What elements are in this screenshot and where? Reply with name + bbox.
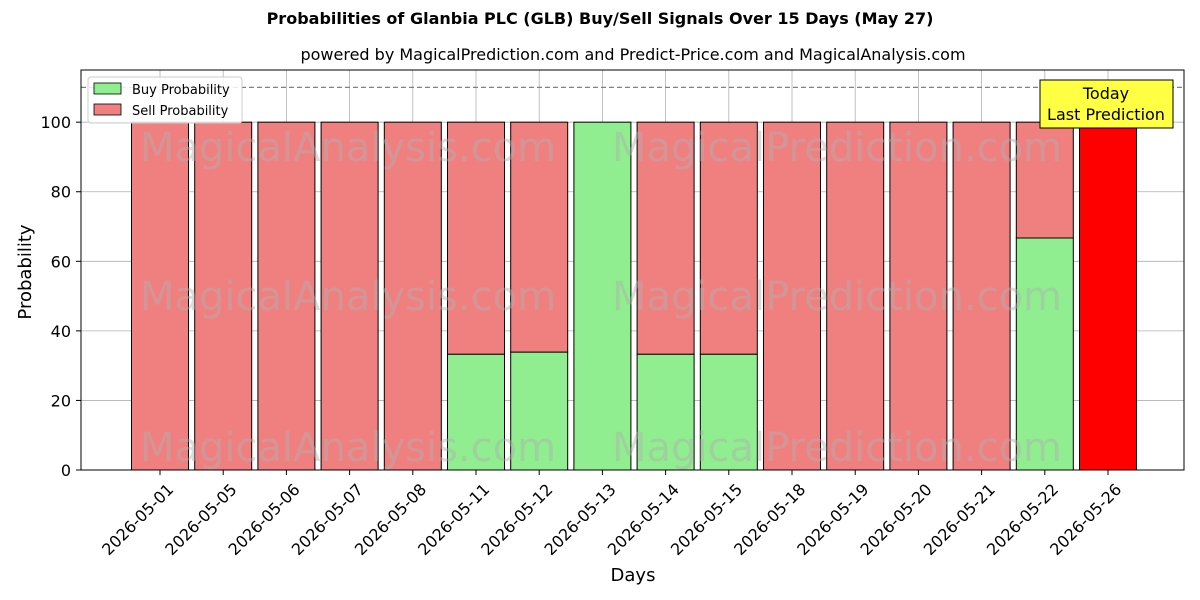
chart-subtitle: powered by MagicalPrediction.com and Pre… [300, 45, 966, 64]
legend-box [87, 76, 243, 124]
bar-buy-2026-05-15 [699, 353, 758, 471]
bar-sell-2026-05-07 [320, 121, 379, 471]
bar-sell-2026-05-26 [1079, 121, 1137, 471]
bar-sell-2026-05-11 [447, 121, 505, 355]
y-tick-label: 20 [51, 391, 71, 410]
bar-sell-2026-05-01 [131, 121, 189, 471]
bar-sell-2026-05-14 [636, 121, 695, 355]
bar-buy-2026-05-22 [1015, 237, 1074, 471]
today-annotation: Today Last Prediction [1039, 79, 1174, 129]
bar-sell-2026-05-22 [1015, 121, 1074, 239]
bar-sell-2026-05-20 [889, 121, 948, 471]
watermark-prediction: MagicalPrediction.com [612, 425, 1062, 471]
bar-sell-2026-05-06 [257, 121, 316, 471]
y-tick-label: 60 [51, 252, 71, 271]
watermarks: MagicalAnalysis.com MagicalPrediction.com… [140, 125, 1062, 471]
legend-swatch-sell [93, 103, 122, 116]
plot-frame [80, 69, 1185, 471]
watermark-prediction: MagicalPrediction.com [612, 125, 1062, 171]
bar-sell-2026-05-19 [826, 121, 885, 471]
bar-buy-2026-05-13 [573, 121, 632, 471]
watermark-analysis: MagicalAnalysis.com [140, 274, 556, 320]
watermark-prediction: MagicalPrediction.com [612, 274, 1062, 320]
y-tick-label: 40 [51, 322, 71, 341]
watermark-analysis: MagicalAnalysis.com [140, 125, 556, 171]
today-annotation-box [1039, 79, 1174, 129]
y-tick-label: 80 [51, 183, 71, 202]
today-annotation-line2: Last Prediction [1047, 105, 1165, 124]
bar-sell-2026-05-18 [763, 121, 821, 471]
watermark-analysis: MagicalAnalysis.com [140, 425, 556, 471]
y-tick-label: 100 [40, 113, 71, 132]
x-axis-label: Days [611, 565, 656, 586]
chart-title: Probabilities of Glanbia PLC (GLB) Buy/S… [266, 9, 934, 28]
y-axis-label: Probability [15, 224, 36, 319]
legend-label-buy: Buy Probability [132, 83, 230, 98]
bar-buy-2026-05-12 [510, 351, 569, 471]
legend-label-sell: Sell Probability [132, 104, 229, 119]
today-annotation-line1: Today [1082, 84, 1129, 103]
bar-buy-2026-05-11 [447, 353, 505, 471]
bar-sell-2026-05-15 [699, 121, 758, 355]
bar-sell-2026-05-12 [510, 121, 569, 353]
bars [131, 121, 1137, 471]
y-tick-label: 0 [61, 461, 71, 480]
legend-swatch-buy [93, 82, 122, 95]
legend: Buy Probability Sell Probability [87, 76, 243, 124]
